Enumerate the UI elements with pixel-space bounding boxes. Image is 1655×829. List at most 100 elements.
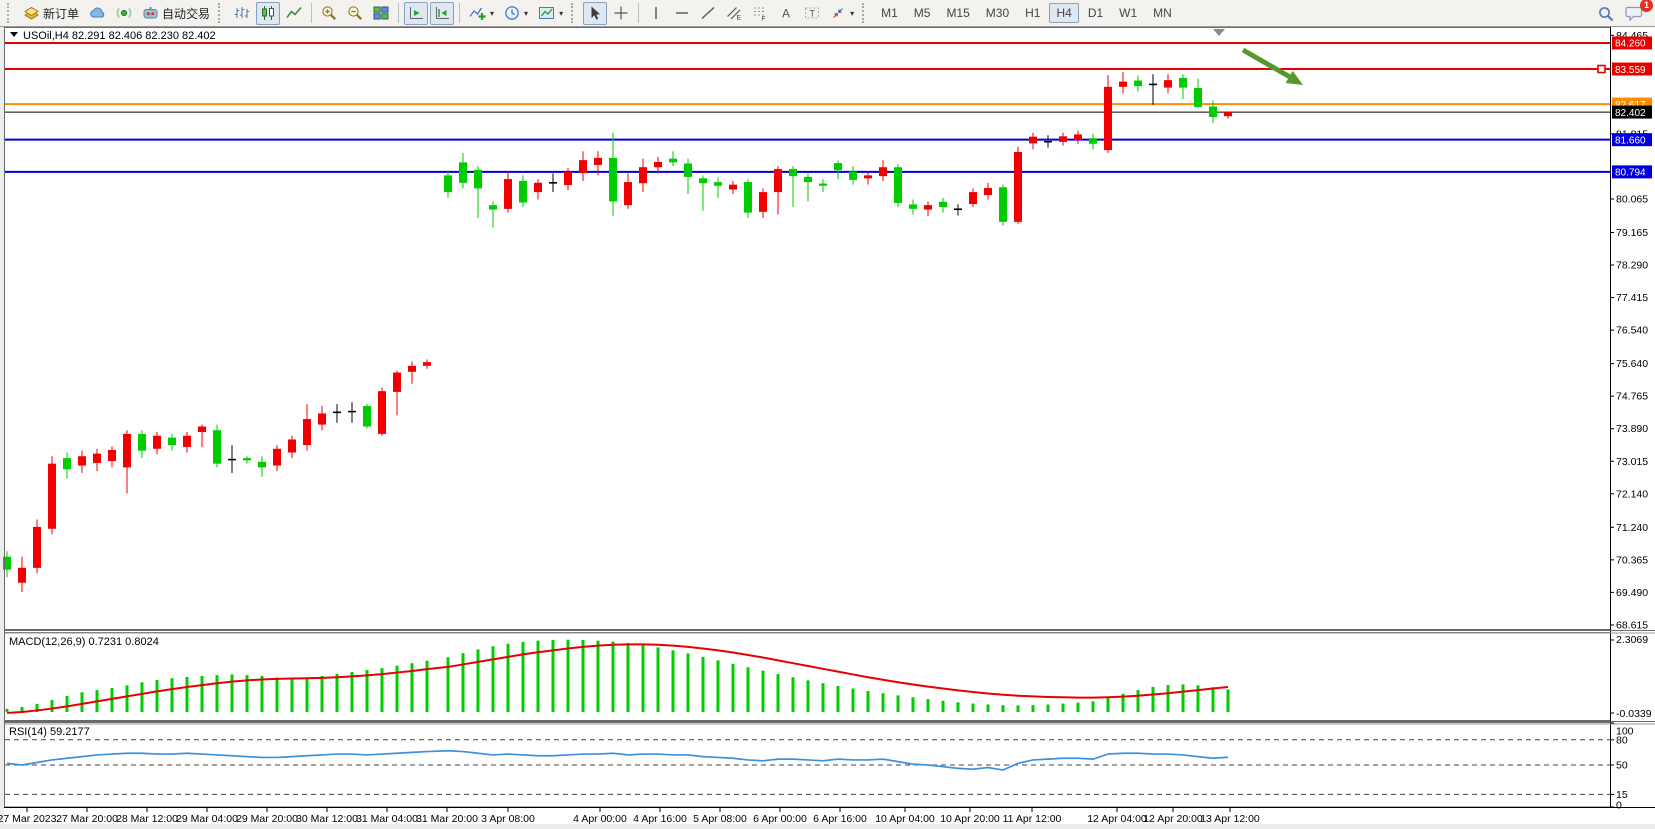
chart-candles-button[interactable] bbox=[256, 1, 281, 25]
zoom-in-icon bbox=[321, 5, 337, 21]
rsi-label: RSI(14) 59.2177 bbox=[9, 726, 90, 738]
autotrading-button[interactable]: 自动交易 bbox=[138, 2, 214, 25]
mql5-cloud-button[interactable] bbox=[85, 2, 110, 25]
tf-h4-button[interactable]: H4 bbox=[1049, 3, 1079, 23]
symbol-ohlc-title: USOil,H4 82.291 82.406 82.230 82.402 bbox=[23, 30, 216, 42]
toolbar-separator bbox=[398, 3, 400, 23]
crosshair-button[interactable] bbox=[609, 2, 633, 25]
notification-count-badge: 1 bbox=[1640, 0, 1653, 12]
chart-shift-button[interactable] bbox=[430, 1, 455, 25]
chart-title-triangle-icon bbox=[10, 32, 18, 37]
vline-icon bbox=[648, 5, 664, 21]
new-order-button[interactable]: 新订单 bbox=[19, 2, 83, 25]
tf-d1-button-label: D1 bbox=[1087, 6, 1104, 20]
draw-vline-button[interactable] bbox=[644, 2, 668, 25]
hline-icon bbox=[674, 5, 690, 21]
template-icon bbox=[538, 5, 555, 21]
chevron-down-icon: ▾ bbox=[524, 8, 529, 18]
clock-icon bbox=[504, 5, 520, 21]
time-tick-label: 6 Apr 00:00 bbox=[753, 813, 807, 825]
chart-line-button[interactable] bbox=[282, 2, 306, 25]
time-tick-label: 4 Apr 00:00 bbox=[573, 813, 627, 825]
usoil-h4-chart[interactable]: USOil,H4 82.291 82.406 82.230 82.402 84.4… bbox=[0, 27, 1655, 829]
time-tick-label: 27 Mar 2023 bbox=[0, 813, 57, 825]
svg-text:83.559: 83.559 bbox=[1615, 65, 1646, 76]
tf-m30-button[interactable]: M30 bbox=[979, 3, 1016, 23]
auto-scroll-button[interactable] bbox=[404, 1, 429, 25]
price-tick-label: 73.015 bbox=[1616, 456, 1648, 468]
tf-w1-button[interactable]: W1 bbox=[1112, 3, 1144, 23]
autotrade-icon bbox=[142, 5, 159, 21]
rsi-tick-label: 15 bbox=[1616, 789, 1628, 801]
draw-hline-button[interactable] bbox=[670, 2, 694, 25]
zoom-in-button[interactable] bbox=[317, 2, 341, 25]
channel-icon: E bbox=[726, 5, 742, 21]
tile-windows-button[interactable] bbox=[369, 2, 393, 25]
chart-window: USOil,H4 82.291 82.406 82.230 82.402 84.4… bbox=[0, 27, 1655, 829]
tf-d1-button[interactable]: D1 bbox=[1081, 3, 1110, 23]
horizontal-level-lines[interactable] bbox=[5, 41, 1610, 173]
chart-plot-area[interactable] bbox=[5, 27, 1610, 630]
trend-annotation-arrow[interactable] bbox=[1241, 47, 1303, 85]
price-axis[interactable]: 84.46581.81580.06579.16578.29077.41576.5… bbox=[1610, 27, 1652, 807]
draw-fibonacci-button[interactable]: F bbox=[748, 2, 772, 25]
draw-trendline-button[interactable] bbox=[696, 2, 720, 25]
periods-button[interactable]: ▾ bbox=[500, 2, 532, 25]
time-tick-label: 30 Mar 12:00 bbox=[296, 813, 358, 825]
draw-label-button[interactable]: T bbox=[800, 2, 824, 25]
rsi-tick-label: 0 bbox=[1616, 800, 1622, 812]
draw-text-button[interactable]: A bbox=[774, 2, 798, 25]
trend-icon bbox=[700, 5, 716, 21]
price-tick-label: 74.765 bbox=[1616, 391, 1648, 403]
notifications-button[interactable]: 1 bbox=[1621, 0, 1653, 25]
price-badge bbox=[1612, 105, 1652, 119]
signals-button[interactable] bbox=[112, 2, 136, 25]
tf-m1-button[interactable]: M1 bbox=[874, 3, 905, 23]
macd-label: MACD(12,26,9) 0.7231 0.8024 bbox=[9, 636, 159, 648]
svg-text:81.660: 81.660 bbox=[1615, 135, 1646, 146]
time-tick-label: 31 Mar 04:00 bbox=[356, 813, 418, 825]
svg-text:82.402: 82.402 bbox=[1615, 108, 1646, 119]
autoscroll-icon bbox=[408, 5, 424, 21]
chart-shift-marker[interactable] bbox=[1213, 29, 1225, 36]
price-badge bbox=[1612, 165, 1652, 179]
draw-channel-button[interactable]: E bbox=[722, 2, 746, 25]
draw-arrows-button[interactable]: ▾ bbox=[826, 2, 858, 25]
tf-h1-button[interactable]: H1 bbox=[1018, 3, 1047, 23]
svg-text:82.617: 82.617 bbox=[1615, 100, 1646, 111]
zoom-out-button[interactable] bbox=[343, 2, 367, 25]
rsi-tick-label: 50 bbox=[1616, 760, 1628, 772]
price-tick-label: 79.165 bbox=[1616, 227, 1648, 239]
zoom-out-icon bbox=[347, 5, 363, 21]
time-tick-label: 4 Apr 16:00 bbox=[633, 813, 687, 825]
search-button[interactable] bbox=[1593, 2, 1619, 25]
tf-h4-button-label: H4 bbox=[1056, 6, 1072, 20]
time-tick-label: 31 Mar 20:00 bbox=[416, 813, 478, 825]
toolbar-separator bbox=[311, 3, 313, 23]
chart-bars-button[interactable] bbox=[230, 2, 254, 25]
price-tick-label: 78.290 bbox=[1616, 260, 1648, 272]
toolbar-separator bbox=[638, 3, 640, 23]
time-tick-label: 27 Mar 20:00 bbox=[56, 813, 118, 825]
indicators-button[interactable]: ▾ bbox=[465, 2, 498, 25]
time-tick-label: 12 Apr 20:00 bbox=[1143, 813, 1203, 825]
price-tick-label: 75.640 bbox=[1616, 358, 1648, 370]
price-tick-label: 76.540 bbox=[1616, 325, 1648, 337]
line-icon bbox=[286, 5, 302, 21]
cursor-button[interactable] bbox=[583, 1, 608, 25]
tf-w1-button-label: W1 bbox=[1119, 6, 1138, 20]
cursor-icon bbox=[587, 5, 603, 21]
toolbar-grip bbox=[7, 3, 13, 23]
chart-title: USOil,H4 82.291 82.406 82.230 82.402 bbox=[10, 30, 216, 42]
hline-handle[interactable] bbox=[1597, 64, 1606, 74]
tf-m5-button[interactable]: M5 bbox=[907, 3, 938, 23]
macd-indicator-panel: MACD(12,26,9) 0.7231 0.8024 2.3069 -0.0339 bbox=[5, 634, 1652, 720]
price-tick-label: 70.365 bbox=[1616, 554, 1648, 566]
cloud-icon bbox=[89, 5, 106, 21]
tf-mn-button[interactable]: MN bbox=[1146, 3, 1179, 23]
time-tick-label: 28 Mar 12:00 bbox=[116, 813, 178, 825]
templates-button[interactable]: ▾ bbox=[534, 2, 567, 25]
tf-m15-button[interactable]: M15 bbox=[939, 3, 976, 23]
